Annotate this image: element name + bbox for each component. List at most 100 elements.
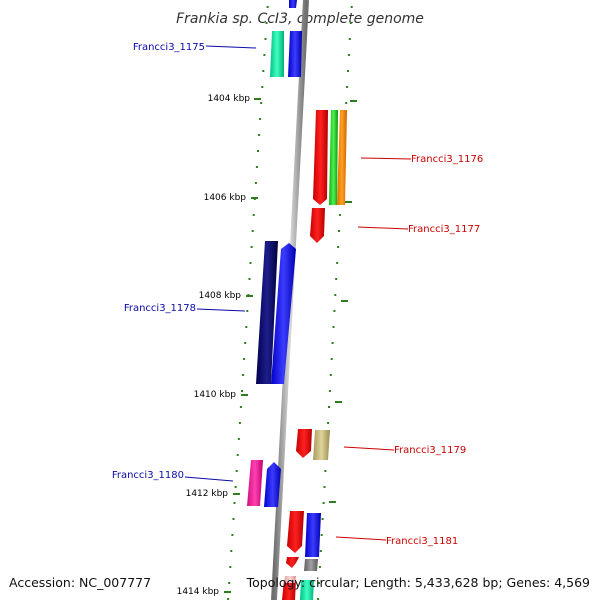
major-tick xyxy=(224,591,231,593)
ruler-label: 1412 kbp xyxy=(186,489,229,499)
tick-dot xyxy=(328,406,330,408)
tick-dot xyxy=(232,518,235,520)
tick-dot xyxy=(242,374,245,376)
gene-1180-blue[interactable] xyxy=(264,462,281,507)
gene-label-1175[interactable]: Francci3_1175 xyxy=(133,42,205,53)
tick-dot xyxy=(318,582,320,584)
gene-1176-orange[interactable] xyxy=(337,110,347,205)
gene-1176-green[interactable] xyxy=(329,110,338,205)
tick-dot xyxy=(337,246,340,248)
tick-dot xyxy=(245,326,248,328)
tick-dot xyxy=(238,422,241,424)
genome-title: Frankia sp. CcI3, complete genome xyxy=(176,11,424,27)
gene-1181-red[interactable] xyxy=(287,511,304,553)
tick-dot xyxy=(347,70,349,72)
tick-dot xyxy=(350,6,353,8)
tick-dot xyxy=(320,534,323,536)
tick-dot xyxy=(327,422,330,424)
gene-labels: Francci3_1175 Francci3_1176 Francci3_117… xyxy=(112,42,483,547)
gene-1175-teal[interactable] xyxy=(270,31,284,77)
tick-dot xyxy=(321,518,324,520)
tick-dot xyxy=(228,582,231,584)
leader-line xyxy=(360,157,412,160)
ruler-label: 1406 kbp xyxy=(204,193,247,203)
gene-label-1178[interactable]: Francci3_1178 xyxy=(124,303,196,314)
gene-1176-red[interactable] xyxy=(313,110,328,205)
major-tick xyxy=(329,501,336,503)
tick-dot xyxy=(324,470,327,472)
tick-dot xyxy=(263,54,266,56)
tick-dot xyxy=(227,598,230,600)
tick-dot xyxy=(246,310,249,312)
tick-dot xyxy=(334,294,337,296)
tick-dot xyxy=(243,358,246,360)
tick-dot xyxy=(255,166,258,168)
tick-dot xyxy=(257,150,259,152)
tick-dot xyxy=(251,230,254,232)
tick-dot xyxy=(235,470,238,472)
tick-dot xyxy=(241,390,243,392)
tick-dot xyxy=(261,86,264,88)
gene-1178-navy[interactable] xyxy=(256,241,278,384)
tick-dot xyxy=(230,550,233,552)
major-tick xyxy=(345,201,352,203)
gene-1175-blue[interactable] xyxy=(288,31,302,77)
tick-dot xyxy=(331,342,334,344)
ruler-label: 1414 kbp xyxy=(177,587,220,597)
gene-1177-red[interactable] xyxy=(310,208,325,243)
tick-dot xyxy=(318,566,321,568)
tick-dot xyxy=(323,486,326,488)
gene-1179-khaki[interactable] xyxy=(313,430,330,460)
tick-dot xyxy=(236,454,239,456)
gene-small-gray[interactable] xyxy=(304,559,318,571)
gene-1181-blue[interactable] xyxy=(305,513,321,557)
leader-line xyxy=(357,226,409,230)
tick-dot xyxy=(254,182,257,184)
tick-dot xyxy=(319,550,322,552)
ruler-label: 1408 kbp xyxy=(199,291,242,301)
gene-label-1179[interactable]: Francci3_1179 xyxy=(394,445,466,456)
major-tick xyxy=(251,197,258,199)
leader-line xyxy=(184,476,234,482)
gene-label-1176[interactable]: Francci3_1176 xyxy=(411,154,483,165)
leader-line xyxy=(205,45,257,49)
gene-bottom-salmon[interactable] xyxy=(284,576,296,583)
gene-1178-blue[interactable] xyxy=(271,243,296,384)
gene-label-1181[interactable]: Francci3_1181 xyxy=(386,536,458,547)
tick-dot xyxy=(338,230,340,232)
gene-label-1180[interactable]: Francci3_1180 xyxy=(112,470,184,481)
major-tick xyxy=(241,394,248,396)
tick-dot xyxy=(328,390,331,392)
tick-dot xyxy=(329,374,332,376)
gene-bottom-teal[interactable] xyxy=(300,580,314,600)
major-tick xyxy=(341,300,348,302)
tick-dot xyxy=(265,22,268,24)
tick-dot xyxy=(231,534,234,536)
tick-dot xyxy=(348,38,351,40)
tick-dot xyxy=(234,486,237,488)
tick-dot xyxy=(262,70,265,72)
tick-dot xyxy=(349,22,352,24)
leader-line xyxy=(335,536,387,541)
tick-dot xyxy=(259,118,262,120)
tick-dot xyxy=(260,102,263,104)
tick-dot xyxy=(347,54,350,56)
gene-top-blue[interactable] xyxy=(289,0,297,8)
tick-dot xyxy=(252,214,255,216)
major-tick xyxy=(254,98,261,100)
gene-1179-red[interactable] xyxy=(296,429,312,458)
tick-dot xyxy=(322,502,325,504)
tick-dot xyxy=(237,438,240,440)
tick-dot xyxy=(264,38,267,40)
tick-dot xyxy=(338,214,341,216)
gene-label-1177[interactable]: Francci3_1177 xyxy=(408,224,480,235)
gene-1180-pink[interactable] xyxy=(247,460,263,506)
topology-text: Topology: circular; Length: 5,433,628 bp… xyxy=(246,575,590,590)
tick-dot xyxy=(229,566,232,568)
ruler-labels: 1404 kbp 1406 kbp 1408 kbp 1410 kbp 1412… xyxy=(177,94,251,597)
gene-small-red[interactable] xyxy=(286,557,299,568)
tick-dot xyxy=(335,278,338,280)
major-tick xyxy=(233,493,240,495)
gene-bottom-red[interactable] xyxy=(282,580,296,600)
